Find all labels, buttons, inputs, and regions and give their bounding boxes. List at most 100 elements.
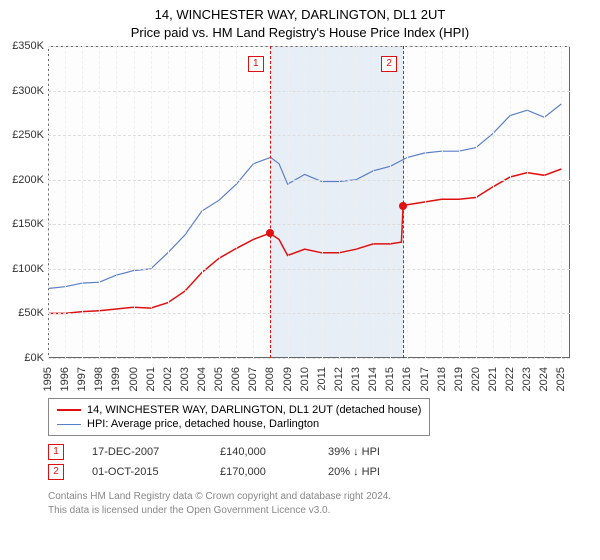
event-price: £170,000 <box>220 466 300 478</box>
grid-line-v <box>544 46 545 358</box>
footer-line-2: This data is licensed under the Open Gov… <box>48 504 391 518</box>
x-tick-label: 1998 <box>93 367 105 397</box>
grid-line-v <box>219 46 220 358</box>
grid-line-h <box>48 135 570 136</box>
legend-swatch-1 <box>57 409 81 411</box>
grid-line-v <box>561 46 562 358</box>
grid-line-v <box>151 46 152 358</box>
legend-swatch-2 <box>57 424 81 425</box>
event-delta: 20% ↓ HPI <box>328 466 380 478</box>
x-tick-label: 2020 <box>470 367 482 397</box>
grid-line-v <box>373 46 374 358</box>
event-index-box: 2 <box>48 464 64 480</box>
x-tick-label: 2021 <box>487 367 499 397</box>
x-tick-label: 2024 <box>538 367 550 397</box>
grid-line-h <box>48 358 570 359</box>
y-tick-label: £200K <box>0 174 44 186</box>
grid-line-h <box>48 180 570 181</box>
grid-line-v <box>99 46 100 358</box>
series-marker-dot <box>266 229 274 237</box>
legend-label-1: 14, WINCHESTER WAY, DARLINGTON, DL1 2UT … <box>87 404 421 416</box>
x-tick-label: 2015 <box>384 367 396 397</box>
event-marker-box: 1 <box>248 56 264 72</box>
y-tick-label: £250K <box>0 129 44 141</box>
grid-line-h <box>48 46 570 47</box>
y-tick-label: £0K <box>0 352 44 364</box>
grid-line-v <box>116 46 117 358</box>
grid-line-v <box>425 46 426 358</box>
grid-line-v <box>442 46 443 358</box>
x-tick-label: 2008 <box>264 367 276 397</box>
x-tick-label: 2004 <box>196 367 208 397</box>
grid-line-v <box>168 46 169 358</box>
grid-line-v <box>510 46 511 358</box>
grid-line-v <box>476 46 477 358</box>
x-tick-label: 2006 <box>230 367 242 397</box>
title-line-2: Price paid vs. HM Land Registry's House … <box>0 24 600 42</box>
x-tick-label: 2002 <box>162 367 174 397</box>
event-index-box: 1 <box>48 444 64 460</box>
event-delta: 39% ↓ HPI <box>328 446 380 458</box>
event-row: 2 01-OCT-2015 £170,000 20% ↓ HPI <box>48 462 380 482</box>
x-tick-label: 2012 <box>333 367 345 397</box>
grid-line-v <box>253 46 254 358</box>
series-marker-dot <box>399 202 407 210</box>
x-tick-label: 2025 <box>555 367 567 397</box>
x-tick-label: 2011 <box>316 367 328 397</box>
line-series-svg <box>48 46 570 358</box>
x-tick-label: 2018 <box>436 367 448 397</box>
y-tick-label: £300K <box>0 85 44 97</box>
grid-line-v <box>134 46 135 358</box>
x-tick-label: 2003 <box>179 367 191 397</box>
footer-attribution: Contains HM Land Registry data © Crown c… <box>48 490 391 517</box>
grid-line-v <box>288 46 289 358</box>
event-row: 1 17-DEC-2007 £140,000 39% ↓ HPI <box>48 442 380 462</box>
grid-line-v <box>493 46 494 358</box>
plot-area <box>48 46 570 358</box>
grid-line-v <box>82 46 83 358</box>
grid-line-v <box>236 46 237 358</box>
grid-line-h <box>48 91 570 92</box>
grid-line-v <box>459 46 460 358</box>
x-tick-label: 1996 <box>59 367 71 397</box>
event-date: 01-OCT-2015 <box>92 466 192 478</box>
grid-line-v <box>65 46 66 358</box>
grid-line-v <box>339 46 340 358</box>
event-marker-box: 2 <box>381 56 397 72</box>
x-tick-label: 2016 <box>401 367 413 397</box>
event-vline <box>270 46 271 358</box>
event-price: £140,000 <box>220 446 300 458</box>
footer-line-1: Contains HM Land Registry data © Crown c… <box>48 490 391 504</box>
grid-line-v <box>322 46 323 358</box>
x-tick-label: 2000 <box>128 367 140 397</box>
x-tick-label: 1999 <box>110 367 122 397</box>
grid-line-h <box>48 313 570 314</box>
legend-box: 14, WINCHESTER WAY, DARLINGTON, DL1 2UT … <box>48 398 430 436</box>
grid-line-h <box>48 269 570 270</box>
grid-line-v <box>185 46 186 358</box>
event-date: 17-DEC-2007 <box>92 446 192 458</box>
x-tick-label: 2019 <box>453 367 465 397</box>
chart-container: 14, WINCHESTER WAY, DARLINGTON, DL1 2UT … <box>0 0 600 560</box>
x-tick-label: 2005 <box>213 367 225 397</box>
x-tick-label: 2023 <box>521 367 533 397</box>
grid-line-v <box>305 46 306 358</box>
grid-line-v <box>407 46 408 358</box>
grid-line-v <box>390 46 391 358</box>
grid-line-v <box>527 46 528 358</box>
grid-line-v <box>356 46 357 358</box>
x-tick-label: 2013 <box>350 367 362 397</box>
x-tick-label: 2014 <box>367 367 379 397</box>
title-line-1: 14, WINCHESTER WAY, DARLINGTON, DL1 2UT <box>0 6 600 24</box>
y-tick-label: £100K <box>0 263 44 275</box>
x-tick-label: 2010 <box>299 367 311 397</box>
grid-line-v <box>202 46 203 358</box>
grid-line-v <box>48 46 49 358</box>
x-tick-label: 2009 <box>282 367 294 397</box>
x-tick-label: 1997 <box>76 367 88 397</box>
y-tick-label: £50K <box>0 307 44 319</box>
y-tick-label: £150K <box>0 218 44 230</box>
x-tick-label: 2007 <box>247 367 259 397</box>
grid-line-h <box>48 224 570 225</box>
x-tick-label: 2001 <box>145 367 157 397</box>
